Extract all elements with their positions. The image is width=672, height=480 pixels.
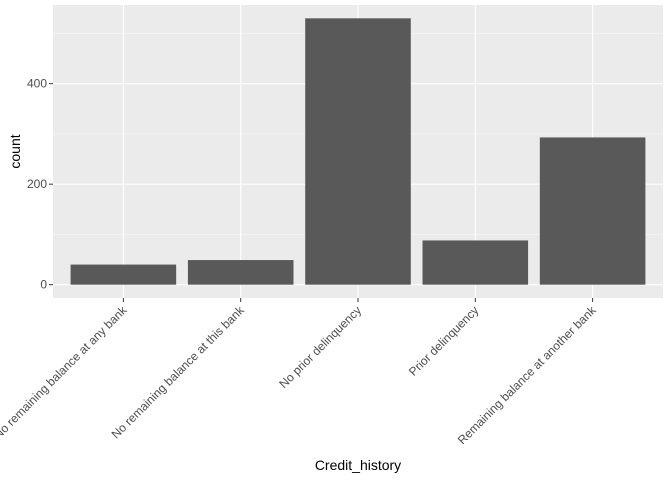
x-tick-label: No prior delinquency bbox=[276, 303, 364, 391]
y-axis-title: count bbox=[7, 134, 23, 168]
bar bbox=[539, 137, 646, 285]
bar bbox=[305, 18, 411, 285]
x-tick-label: Prior delinquency bbox=[406, 303, 481, 378]
bar bbox=[70, 264, 177, 285]
y-tick-label: 0 bbox=[40, 278, 47, 292]
y-tick-label: 400 bbox=[27, 77, 47, 91]
y-axis: 0 200 400 bbox=[27, 77, 53, 292]
x-tick-label: No remaining balance at this bank bbox=[109, 303, 248, 442]
x-tick-label: No remaining balance at any bank bbox=[0, 303, 130, 442]
bars bbox=[70, 18, 646, 285]
bar bbox=[422, 240, 529, 285]
x-axis-title: Credit_history bbox=[315, 457, 401, 473]
y-tick-label: 200 bbox=[27, 177, 47, 191]
x-tick-label: Remaining balance at another bank bbox=[455, 303, 600, 448]
bar bbox=[187, 260, 294, 285]
